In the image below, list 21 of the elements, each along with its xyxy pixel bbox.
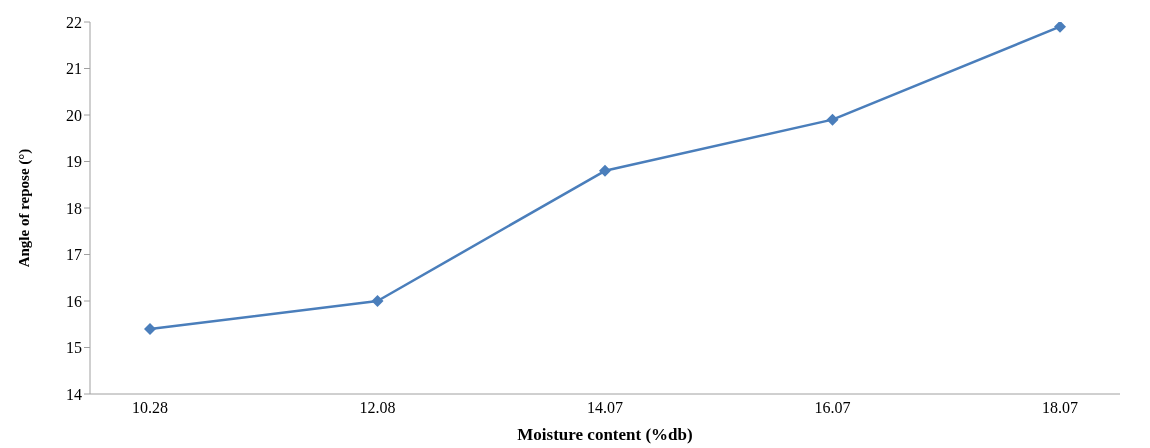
point xyxy=(826,113,839,126)
y-tick-label: 20 xyxy=(66,106,82,124)
y-tick-label: 18 xyxy=(66,199,82,217)
y-tick-label: 14 xyxy=(66,385,82,403)
y-tick-label: 21 xyxy=(66,60,82,78)
y-axis-title: Angle of repose (°) xyxy=(16,148,34,268)
point xyxy=(1054,22,1066,33)
x-tick-label: 18.07 xyxy=(1042,399,1078,417)
point xyxy=(371,295,384,307)
y-tick-label: 22 xyxy=(66,13,82,31)
x-tick-label: 12.08 xyxy=(359,399,396,417)
x-tick-label: 16.07 xyxy=(814,399,851,417)
y-tick-label: 17 xyxy=(66,246,82,264)
y-tick-label: 15 xyxy=(66,339,82,357)
x-tick-label: 10.28 xyxy=(132,399,168,417)
point xyxy=(144,322,156,335)
x-axis-title: Moisture content (%db) xyxy=(517,425,693,444)
point xyxy=(599,164,611,177)
y-tick-label: 16 xyxy=(66,292,82,310)
x-tick-label: 14.07 xyxy=(587,399,623,417)
y-tick-label: 19 xyxy=(66,153,82,171)
